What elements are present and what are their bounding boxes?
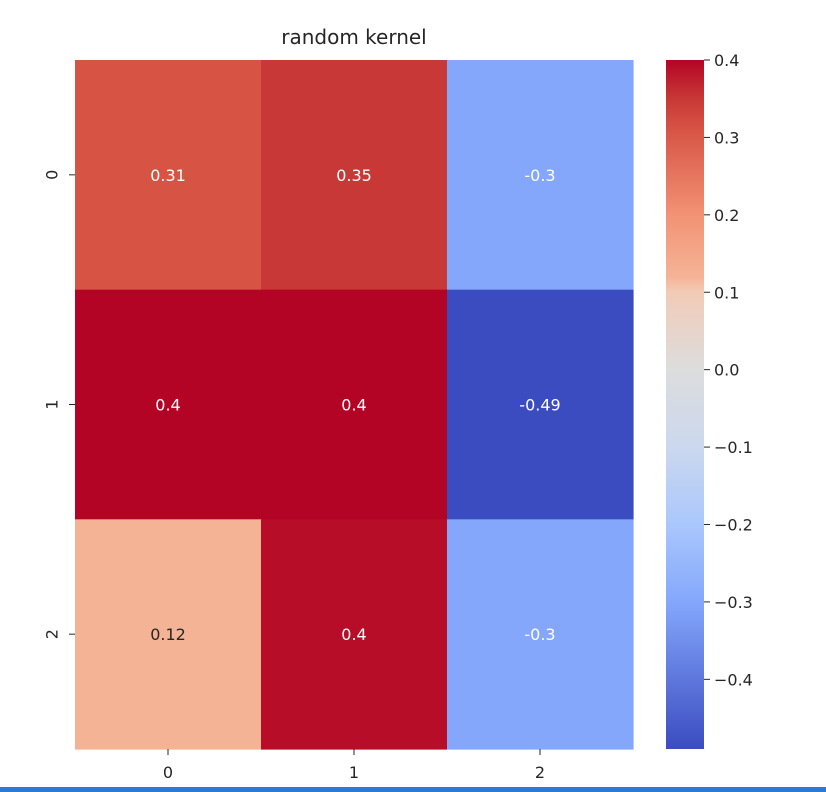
- colorbar-tick-label: −0.1: [714, 438, 753, 457]
- cell-annotation: -0.49: [519, 396, 560, 415]
- y-tick-label: 0: [43, 170, 62, 180]
- colorbar-tick-label: 0.2: [714, 206, 739, 225]
- heatmap-cell: [447, 60, 634, 291]
- heatmap-cell: [75, 60, 262, 291]
- colorbar-tick-label: 0.0: [714, 361, 739, 380]
- colorbar-tick-label: 0.3: [714, 128, 739, 147]
- cell-annotation: 0.12: [150, 625, 186, 644]
- heatmap-cell: [261, 60, 448, 291]
- cell-annotations: 0.31 0.35 -0.3 0.4 0.4 -0.49 0.12 0.4 -0.3: [150, 166, 561, 644]
- x-tick-label: 1: [349, 763, 359, 782]
- colorbar-tick-label: 0.4: [714, 51, 739, 70]
- x-tick-label: 0: [163, 763, 173, 782]
- cell-annotation: 0.31: [150, 166, 186, 185]
- heatmap-cell: [447, 289, 634, 520]
- chart-title: random kernel: [281, 25, 427, 49]
- y-tick-label: 1: [43, 399, 62, 409]
- colorbar-tick-label: −0.4: [714, 670, 753, 689]
- cell-annotation: 0.35: [336, 166, 372, 185]
- colorbar-tick-label: 0.1: [714, 283, 739, 302]
- colorbar: [666, 60, 704, 749]
- heatmap-cells: [75, 60, 634, 750]
- heatmap-cell: [261, 519, 448, 750]
- cell-annotation: -0.3: [524, 625, 555, 644]
- cell-annotation: 0.4: [341, 396, 366, 415]
- cell-annotation: 0.4: [341, 625, 366, 644]
- colorbar-ticks: 0.4 0.3 0.2 0.1 0.0 −0.1 −0.2 −0.3 −0.4: [704, 51, 753, 689]
- heatmap-cell: [75, 289, 262, 520]
- cell-annotation: -0.3: [524, 166, 555, 185]
- x-tick-label: 2: [535, 763, 545, 782]
- y-axis: 0 1 2: [43, 170, 75, 639]
- heatmap-cell: [75, 519, 262, 750]
- heatmap-cell: [447, 519, 634, 750]
- cell-annotation: 0.4: [155, 396, 180, 415]
- colorbar-tick-label: −0.3: [714, 593, 753, 612]
- y-tick-label: 2: [43, 629, 62, 639]
- heatmap-cell: [261, 289, 448, 520]
- colorbar-tick-label: −0.2: [714, 515, 753, 534]
- x-axis: 0 1 2: [163, 749, 545, 782]
- window-bottom-border: [0, 787, 826, 792]
